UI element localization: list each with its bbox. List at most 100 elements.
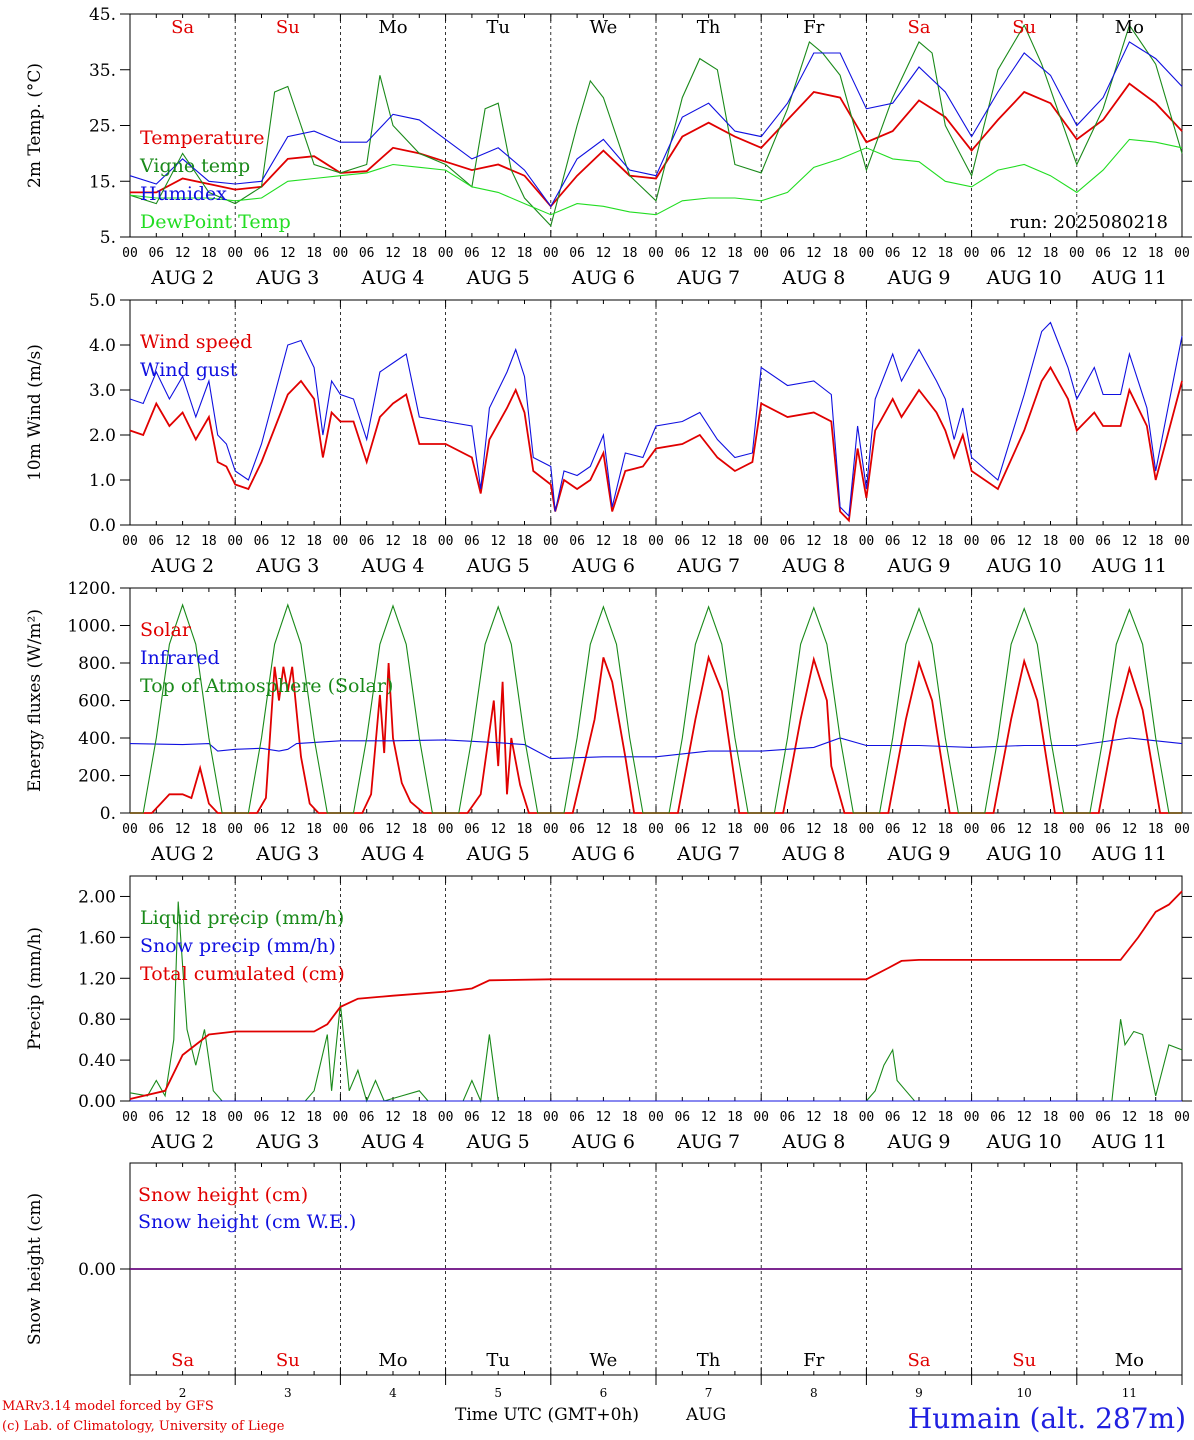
hour-tick-label: 06 <box>569 1110 585 1125</box>
day-name-label: We <box>590 1350 618 1371</box>
date-label: AUG 6 <box>571 1131 635 1153</box>
hour-tick-label: 00 <box>859 1110 875 1125</box>
date-label: AUG 7 <box>676 1131 740 1153</box>
plot-frame <box>129 299 1183 526</box>
date-label: AUG 10 <box>986 843 1062 865</box>
hour-tick-label: 06 <box>254 822 270 837</box>
y-axis-label: Precip (mm/h) <box>25 927 45 1050</box>
y-tick-label: 15. <box>89 172 116 192</box>
hour-tick-label: 00 <box>964 822 980 837</box>
legend-entry: Temperature <box>140 127 264 149</box>
hour-tick-label: 00 <box>648 822 664 837</box>
hour-tick-label: 00 <box>122 534 138 549</box>
hour-tick-label: 18 <box>201 534 217 549</box>
plot-frame <box>129 587 1183 814</box>
hour-tick-label: 06 <box>464 822 480 837</box>
hour-tick-label: 18 <box>937 246 953 261</box>
series-line-infrared <box>129 737 1183 760</box>
hour-tick-label: 12 <box>1122 1110 1138 1125</box>
hour-tick-label: 12 <box>385 1110 401 1125</box>
hour-tick-label: 12 <box>490 246 506 261</box>
y-tick-label: 200. <box>78 767 116 787</box>
hour-tick-label: 12 <box>175 1110 191 1125</box>
hour-tick-label: 12 <box>385 246 401 261</box>
hour-tick-label: 06 <box>359 246 375 261</box>
y-tick-label: 45. <box>89 5 116 25</box>
hour-tick-label: 18 <box>832 534 848 549</box>
hour-tick-label: 12 <box>596 1110 612 1125</box>
day-name-label: Sa <box>171 1350 194 1371</box>
hour-tick-label: 18 <box>937 1110 953 1125</box>
date-number-label: 10 <box>1017 1386 1032 1400</box>
day-name-label: Fr <box>803 1350 824 1371</box>
y-tick-label: 2.0 <box>89 426 116 446</box>
day-name-label: Sa <box>171 17 194 38</box>
hour-tick-label: 18 <box>201 246 217 261</box>
hour-tick-label: 00 <box>227 1110 243 1125</box>
day-name-label: Su <box>276 17 300 38</box>
date-label: AUG 10 <box>986 555 1062 577</box>
hour-tick-label: 00 <box>859 534 875 549</box>
hour-tick-label: 18 <box>1043 246 1059 261</box>
legend-entry: Humidex <box>140 183 227 205</box>
date-label: AUG 5 <box>466 555 530 577</box>
hour-tick-label: 18 <box>1043 822 1059 837</box>
hour-tick-label: 12 <box>911 1110 927 1125</box>
hour-tick-label: 06 <box>569 246 585 261</box>
hour-tick-label: 12 <box>596 822 612 837</box>
day-name-label: Tu <box>486 17 510 38</box>
hour-tick-label: 06 <box>254 1110 270 1125</box>
hour-tick-label: 18 <box>411 534 427 549</box>
y-tick-label: 0.00 <box>78 1092 116 1112</box>
hour-tick-label: 06 <box>1095 534 1111 549</box>
legend-entry: Total cumulated (cm) <box>140 963 345 985</box>
y-tick-label: 1.20 <box>78 969 116 989</box>
date-label: AUG 10 <box>986 267 1062 289</box>
date-label: AUG 3 <box>255 843 319 865</box>
hour-tick-label: 18 <box>517 822 533 837</box>
hour-tick-label: 00 <box>333 534 349 549</box>
y-tick-label: 2.00 <box>78 887 116 907</box>
hour-tick-label: 06 <box>1095 822 1111 837</box>
series-line-total-cumulated-cm <box>129 890 1183 1100</box>
hour-tick-label: 00 <box>543 534 559 549</box>
hour-tick-label: 12 <box>175 246 191 261</box>
date-number-label: 11 <box>1122 1386 1137 1400</box>
day-name-label: We <box>590 17 618 38</box>
date-label: AUG 5 <box>466 267 530 289</box>
hour-tick-label: 00 <box>964 246 980 261</box>
hour-tick-label: 12 <box>280 246 296 261</box>
hour-tick-label: 00 <box>438 246 454 261</box>
date-number-label: 9 <box>915 1386 923 1400</box>
hour-tick-label: 12 <box>1016 246 1032 261</box>
y-tick-label: 3.0 <box>89 381 116 401</box>
hour-tick-label: 18 <box>306 246 322 261</box>
hour-tick-label: 18 <box>622 1110 638 1125</box>
y-tick-label: 400. <box>78 729 116 749</box>
run-label: run: 2025080218 <box>1010 212 1168 233</box>
hour-tick-label: 00 <box>1174 822 1190 837</box>
hour-tick-label: 18 <box>517 246 533 261</box>
hour-tick-label: 00 <box>753 534 769 549</box>
date-label: AUG 9 <box>886 843 950 865</box>
hour-tick-label: 00 <box>1069 822 1085 837</box>
hour-tick-label: 06 <box>990 1110 1006 1125</box>
y-tick-label: 0.0 <box>89 516 116 536</box>
date-label: AUG 2 <box>150 267 214 289</box>
date-label: AUG 8 <box>781 843 845 865</box>
hour-tick-label: 06 <box>464 534 480 549</box>
hour-tick-label: 00 <box>1174 1110 1190 1125</box>
date-number-label: 7 <box>705 1386 713 1400</box>
hour-tick-label: 18 <box>727 822 743 837</box>
hour-tick-label: 06 <box>780 822 796 837</box>
legend-entry: Liquid precip (mm/h) <box>140 907 344 929</box>
date-label: AUG 4 <box>360 555 424 577</box>
hour-tick-label: 06 <box>674 534 690 549</box>
hour-tick-label: 00 <box>333 246 349 261</box>
series-line-temperature <box>130 82 1183 208</box>
hour-tick-label: 00 <box>227 822 243 837</box>
hour-tick-label: 12 <box>1122 246 1138 261</box>
series-line-wind-speed <box>129 365 1183 523</box>
hour-tick-label: 18 <box>517 1110 533 1125</box>
hour-tick-label: 18 <box>411 246 427 261</box>
